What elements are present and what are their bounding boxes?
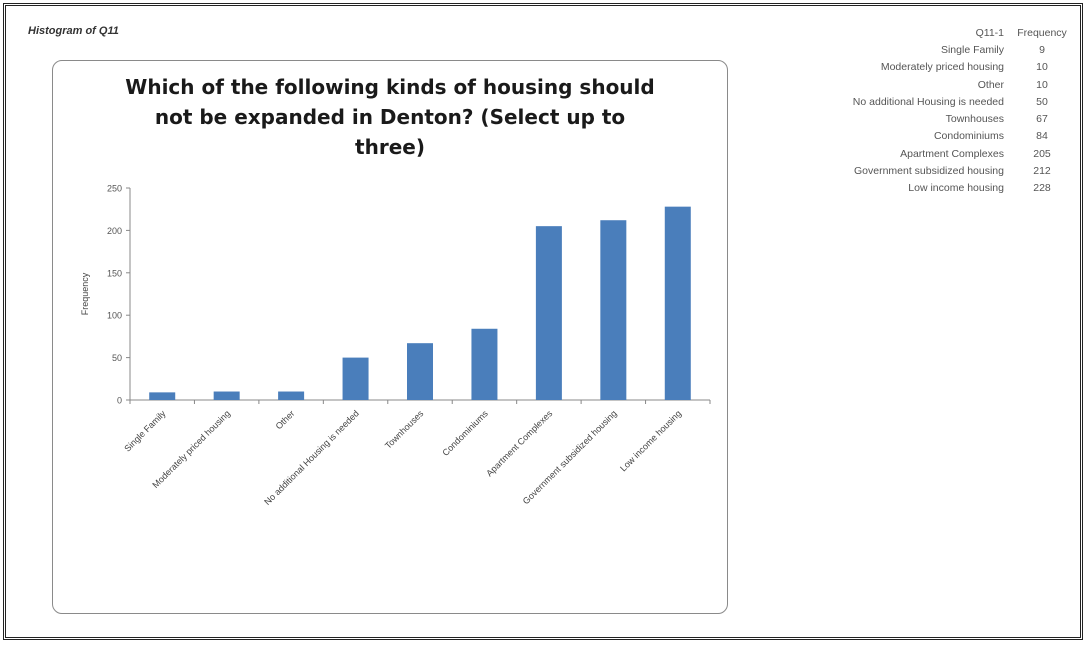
- table-row: Other 10: [760, 76, 1070, 93]
- table-cell-frequency: 9: [1039, 43, 1045, 56]
- table-cell-frequency: 10: [1036, 78, 1048, 91]
- bar: [342, 357, 369, 400]
- table-cell-category: No additional Housing is needed: [852, 95, 1004, 108]
- table-row: Moderately priced housing 10: [760, 59, 1070, 76]
- table-row: Condominiums 84: [760, 128, 1070, 145]
- table-cell-category: Moderately priced housing: [880, 61, 1004, 74]
- table-cell-category: Single Family: [940, 43, 1004, 56]
- table-row: Low income housing 228: [760, 180, 1070, 197]
- y-tick-label: 250: [107, 184, 122, 194]
- table-header-row: Q11-1 Frequency: [760, 24, 1070, 41]
- y-tick-label: 0: [117, 396, 122, 406]
- table-cell-category: Townhouses: [945, 113, 1004, 126]
- table-cell-category: Condominiums: [933, 130, 1004, 143]
- x-tick-label: Other: [274, 408, 297, 431]
- table-cell-frequency: 10: [1036, 61, 1048, 74]
- x-tick-label: Townhouses: [383, 408, 426, 451]
- bar: [278, 391, 305, 400]
- bar: [213, 391, 240, 400]
- frequency-table: Q11-1 Frequency Single Family 9 Moderately…: [760, 24, 1070, 197]
- x-tick-label: Condominiums: [440, 408, 490, 458]
- x-tick-label: Low income housing: [618, 408, 683, 473]
- chart-title: Which of the following kinds of housing …: [110, 72, 670, 162]
- table-header-frequency: Frequency: [1017, 26, 1067, 39]
- table-cell-category: Government subsidized housing: [853, 165, 1004, 178]
- bar: [407, 343, 433, 400]
- table-header-category: Q11-1: [975, 26, 1004, 39]
- table-row: Apartment Complexes 205: [760, 145, 1070, 162]
- chart-title-line: Which of the following kinds of housing …: [125, 75, 655, 99]
- chart-title-line: not be expanded in Denton? (Select up to: [154, 105, 626, 129]
- table-row: Single Family 9: [760, 41, 1070, 58]
- table-row: Townhouses 67: [760, 110, 1070, 127]
- table-cell-category: Low income housing: [908, 182, 1004, 195]
- x-tick-label: Apartment Complexes: [484, 408, 554, 478]
- x-tick-label: Single Family: [122, 408, 168, 454]
- table-cell-frequency: 205: [1033, 147, 1051, 160]
- figure-frame: [3, 3, 1083, 640]
- y-tick-label: 50: [112, 353, 122, 363]
- table-cell-frequency: 50: [1036, 95, 1048, 108]
- y-tick-label: 200: [107, 226, 122, 236]
- bar: [664, 206, 691, 400]
- bar: [471, 328, 498, 400]
- table-cell-frequency: 212: [1033, 165, 1051, 178]
- table-cell-frequency: 84: [1036, 130, 1048, 143]
- table-cell-category: Other: [977, 78, 1004, 91]
- x-tick-label: Moderately priced housing: [150, 408, 232, 490]
- chart-title-line: three): [355, 135, 425, 159]
- y-axis-label: Frequency: [80, 272, 90, 315]
- table-cell-frequency: 67: [1036, 113, 1048, 126]
- table-cell-frequency: 228: [1033, 182, 1051, 195]
- table-cell-category: Apartment Complexes: [900, 147, 1004, 160]
- figure-heading: Histogram of Q11: [28, 25, 119, 37]
- bar: [149, 392, 176, 400]
- y-tick-label: 150: [107, 268, 122, 278]
- bar: [535, 226, 562, 400]
- y-tick-label: 100: [107, 311, 122, 321]
- table-row: No additional Housing is needed 50: [760, 93, 1070, 110]
- bar: [600, 220, 627, 400]
- table-row: Government subsidized housing 212: [760, 162, 1070, 179]
